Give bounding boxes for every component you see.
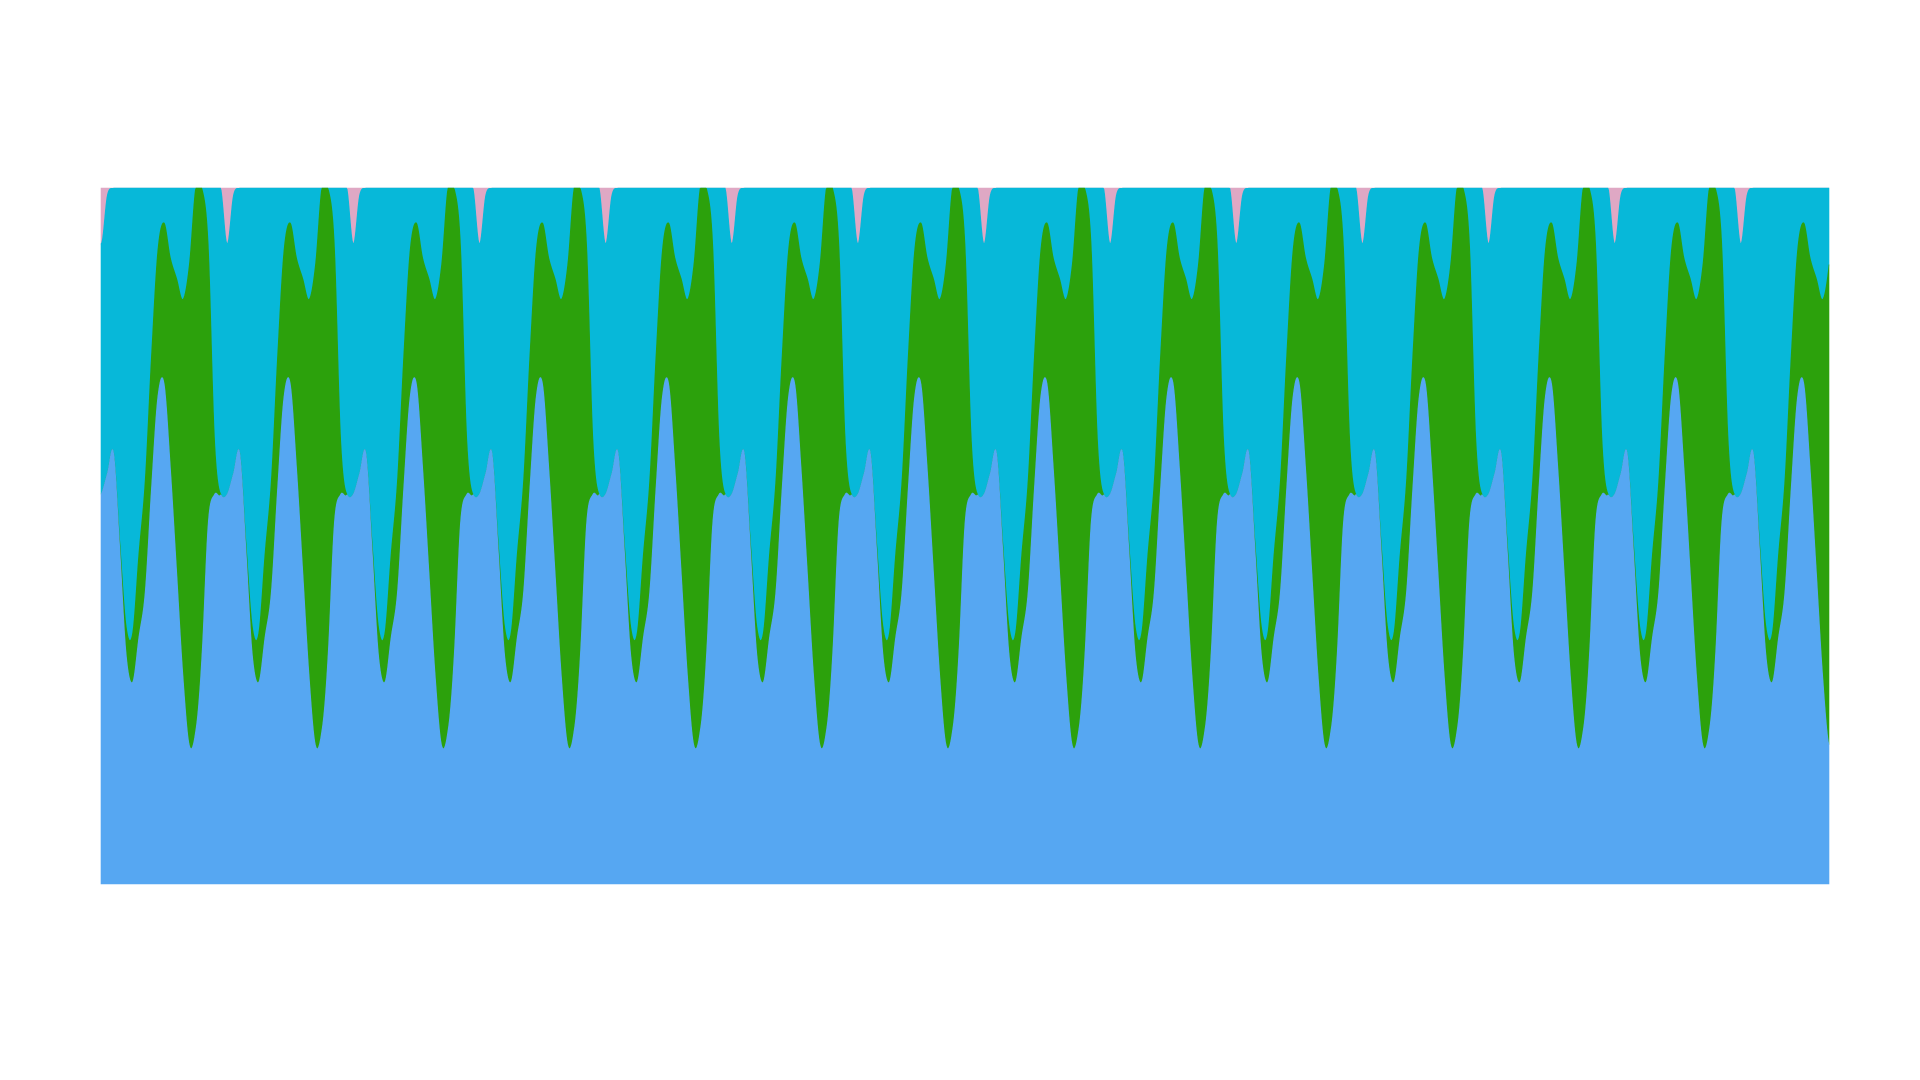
area-series-1 — [100, 377, 1830, 885]
plot-area — [100, 187, 1830, 885]
